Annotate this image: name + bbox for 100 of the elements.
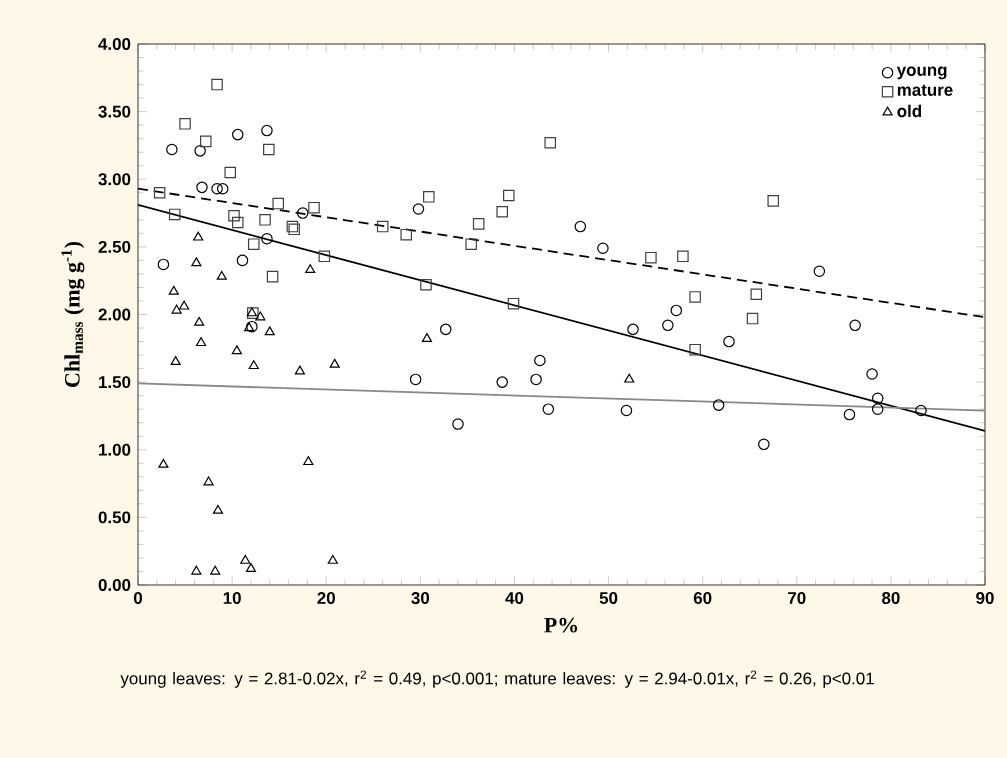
point [318, 250, 331, 263]
y-tick-label: 1.00 [99, 443, 131, 456]
point [255, 311, 266, 321]
point [620, 404, 633, 417]
y-tick-label: 1.50 [99, 376, 131, 389]
y-tick-label: 3.50 [98, 105, 131, 118]
x-tick-label: 0 [133, 592, 143, 605]
point [228, 209, 240, 222]
point [530, 373, 542, 386]
point [203, 476, 214, 486]
point [767, 195, 780, 207]
y-axis-title: Chl$_{mass}$ (mg g$^{-1}$) [61, 241, 85, 387]
point [224, 166, 237, 179]
point [723, 335, 735, 348]
point [496, 205, 508, 218]
y-tick-label: 4.00 [98, 38, 131, 50]
point [496, 376, 508, 388]
x-tick-label: 70 [788, 592, 806, 605]
point [216, 270, 227, 280]
point [194, 316, 205, 326]
point [915, 404, 927, 417]
x-tick-label: 40 [505, 592, 524, 605]
point [677, 250, 689, 263]
point [472, 218, 485, 230]
point [689, 291, 701, 303]
point [211, 78, 223, 91]
x-tick-label: 80 [882, 592, 900, 605]
point [193, 231, 204, 241]
point [409, 373, 422, 386]
point [248, 360, 259, 370]
point [750, 288, 763, 300]
y-tick-label: 0.50 [98, 511, 131, 524]
point [670, 304, 683, 317]
point [231, 128, 244, 141]
point [544, 136, 556, 149]
x-tick-label: 10 [223, 592, 241, 605]
point [689, 343, 701, 356]
point [308, 201, 320, 214]
point [849, 319, 861, 332]
point [231, 345, 242, 355]
point [264, 326, 275, 336]
point [329, 358, 340, 368]
point [261, 124, 273, 137]
point [746, 312, 759, 325]
point [439, 323, 452, 336]
point [166, 143, 178, 156]
x-axis-title: P% [544, 617, 578, 633]
y-tick-label: 0.00 [98, 579, 131, 591]
x-tick-label: 60 [693, 592, 712, 605]
x-tick-label: 30 [411, 592, 430, 605]
point [866, 368, 878, 380]
point [216, 182, 229, 195]
point [191, 257, 202, 267]
point [574, 220, 587, 233]
point [400, 228, 412, 241]
point [294, 365, 305, 375]
point [231, 216, 244, 229]
point [597, 242, 609, 255]
point [212, 504, 224, 514]
point [266, 270, 279, 283]
point [465, 238, 477, 250]
y-tick-label: 2.00 [98, 308, 131, 321]
point [211, 182, 223, 195]
point [412, 203, 425, 215]
legend-label: mature [897, 84, 953, 96]
point [534, 354, 546, 367]
point [168, 208, 181, 221]
point [423, 191, 435, 203]
point [421, 333, 433, 343]
point [158, 458, 169, 468]
point [303, 456, 314, 466]
point [199, 135, 212, 148]
point [758, 438, 770, 451]
point [662, 319, 674, 332]
point [240, 554, 251, 564]
point [191, 565, 202, 575]
point [196, 181, 208, 194]
point [171, 304, 182, 314]
point [179, 118, 191, 130]
point [871, 392, 884, 405]
point [624, 373, 635, 383]
point [245, 562, 257, 572]
point [296, 207, 309, 219]
x-tick-label: 90 [976, 592, 994, 605]
point [376, 220, 389, 233]
point [272, 197, 285, 210]
point [843, 408, 856, 421]
point [542, 403, 555, 415]
point [210, 565, 221, 575]
point [179, 300, 190, 310]
point [452, 418, 464, 430]
text: young leaves: y = 2.81-0.02x, r$^{2}$ = 0.49, p<0.001; mature leaves: y = 2.94-0.01x, r$^{2}$ = 0.26, p<0.01 [120, 670, 874, 688]
y-tick-label: 2.50 [98, 240, 131, 253]
point [507, 297, 520, 310]
point [645, 251, 657, 264]
point [194, 145, 206, 157]
point [247, 238, 260, 250]
point [153, 186, 166, 199]
point [871, 403, 884, 415]
point [157, 258, 170, 271]
